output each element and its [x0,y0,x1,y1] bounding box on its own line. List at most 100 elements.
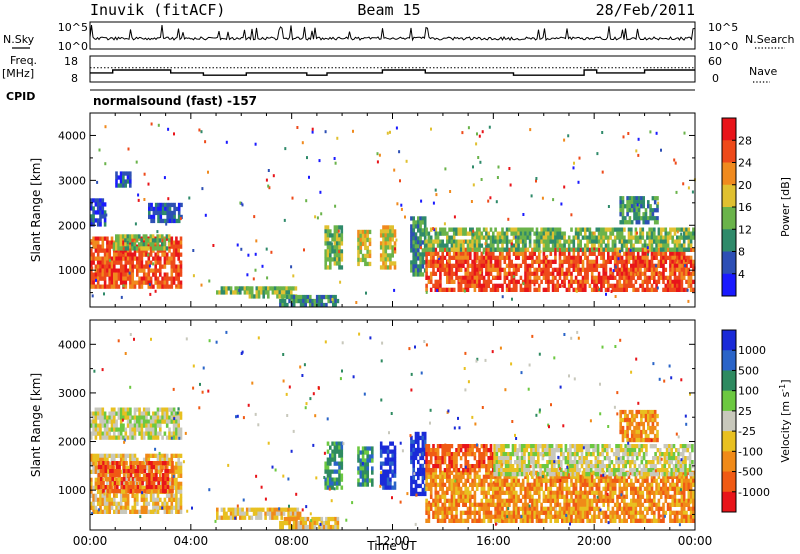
data-cell [361,233,365,239]
data-cell [627,283,631,288]
data-cell [266,507,270,512]
data-cell [259,511,263,516]
data-cell [384,237,388,242]
data-cell [455,514,458,519]
data-cell [331,481,334,486]
data-cell [152,262,155,266]
data-cell [423,467,427,473]
data-cell [669,267,672,272]
data-cell [482,518,486,523]
data-cell [492,263,495,268]
data-cell [179,465,183,470]
data-cell [676,235,679,240]
data-cell [96,427,100,432]
data-cell [649,130,652,134]
data-cell [544,259,548,264]
data-cell [627,275,631,280]
data-cell [259,507,263,512]
data-cell [609,255,612,260]
data-cell [389,441,392,446]
data-cell [478,235,481,240]
data-cell [572,287,576,292]
data-cell [115,477,118,482]
data-cell [129,457,132,462]
data-cell [485,267,488,272]
data-cell [554,283,557,288]
data-cell [427,243,431,248]
data-cell [423,240,427,245]
data-cell [127,489,131,494]
data-cell [131,256,134,261]
data-cell [515,506,518,511]
data-cell [149,292,152,296]
data-cell [172,427,176,432]
data-cell [425,287,428,292]
data-cell [315,516,319,522]
data-cell [110,240,114,245]
data-cell [132,465,135,470]
data-cell [311,298,314,304]
data-cell [326,481,330,486]
data-cell [179,244,183,249]
data-cell [494,267,497,272]
data-cell [156,465,160,470]
data-cell [436,494,440,499]
data-cell [111,473,114,478]
data-cell [558,227,562,232]
data-cell [579,279,582,284]
data-cell [333,229,337,234]
data-cell [436,231,440,236]
data-cell [292,274,295,278]
data-cell [551,474,555,479]
data-cell [470,200,473,203]
data-cell [475,251,479,256]
data-cell [512,482,516,487]
data-cell [609,227,612,232]
data-cell [443,510,447,515]
data-cell [103,214,107,219]
data-cell [423,216,427,221]
data-cell [489,251,493,256]
data-cell [524,486,527,491]
data-cell [533,490,536,495]
data-cell [152,210,156,216]
data-cell [391,249,394,254]
data-cell [492,243,495,248]
data-cell [152,256,155,261]
data-cell [273,290,277,295]
data-cell [106,465,110,470]
data-cell [478,279,481,284]
data-cell [572,259,576,264]
data-cell [590,271,594,276]
data-cell [469,283,472,288]
data-cell [512,271,516,276]
data-cell [625,259,628,264]
data-cell [501,287,504,292]
data-cell [487,510,490,515]
data-cell [260,290,263,295]
data-cell [505,247,509,252]
data-cell [172,252,176,257]
data-cell [524,498,527,503]
data-cell [141,469,144,474]
data-cell [556,478,559,483]
data-cell [140,242,143,247]
data-cell [448,498,451,503]
data-cell [639,259,642,264]
data-cell [682,259,686,264]
data-cell [145,477,149,482]
data-cell [687,299,690,303]
data-cell [99,248,102,253]
data-cell [280,507,283,512]
data-cell [464,255,467,260]
data-cell [115,234,118,239]
data-cell [257,515,260,520]
data-cell [103,272,107,277]
data-cell [138,431,141,436]
data-cell [111,469,114,474]
data-cell [103,505,107,510]
data-cell [579,267,582,272]
data-cell [163,505,167,510]
data-cell [421,216,425,221]
data-cell [234,286,237,291]
